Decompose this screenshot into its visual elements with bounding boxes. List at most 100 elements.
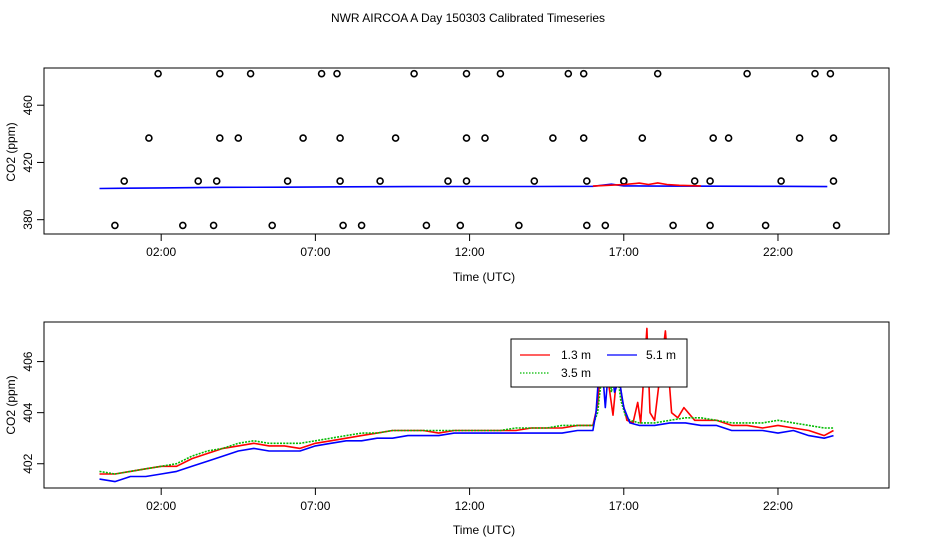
bottom-y-tick-label: 402 [21, 453, 35, 473]
calibration-point [530, 177, 539, 185]
calibration-point [268, 221, 277, 230]
calibration-point [832, 221, 841, 230]
top-x-tick-label: 02:00 [146, 245, 176, 259]
calibration-point [120, 177, 128, 185]
top-series-lines [99, 182, 828, 190]
calibration-point [462, 177, 471, 185]
calibration-point [462, 69, 471, 78]
bottom-series-line-0 [99, 327, 834, 475]
calibration-point [246, 69, 255, 78]
calibration-point [582, 221, 591, 230]
calibration-point [299, 134, 307, 142]
legend: 1.3 m 3.5 m 5.1 m [510, 338, 688, 388]
calibration-point [209, 221, 218, 230]
calibration-point [829, 177, 838, 185]
legend-box [510, 338, 688, 388]
calibration-point [357, 221, 366, 230]
top-x-tick-label: 17:00 [609, 245, 639, 259]
calibration-point [376, 177, 384, 185]
calibration-point [462, 134, 471, 142]
calibration-point [496, 69, 505, 78]
top-series-line-0 [99, 183, 828, 190]
top-panel: 02:00 07:00 12:00 17:00 22:00 380 420 460 Time… [4, 67, 890, 284]
bottom-y-axis-label: CO2 (ppm) [4, 375, 18, 434]
calibration-point [422, 221, 431, 230]
bottom-x-axis: 02:00 07:00 12:00 17:00 22:00 [146, 488, 793, 513]
calibration-point [653, 69, 662, 78]
calibration-point [111, 221, 119, 230]
top-plot-frame [43, 67, 890, 235]
calibration-point [212, 177, 221, 185]
calibration-point [515, 221, 523, 230]
bottom-series-line-1 [99, 337, 834, 475]
bottom-panel: 02:00 07:00 12:00 17:00 22:00 402 404 406 Time… [4, 321, 890, 537]
top-series-line-1 [592, 182, 701, 187]
calibration-point [826, 69, 835, 78]
calibration-point [706, 221, 714, 230]
bottom-y-tick-label: 406 [21, 351, 35, 371]
calibration-point [333, 69, 341, 78]
calibration-point [579, 134, 588, 142]
calibration-point [638, 134, 647, 142]
bottom-x-tick-label: 12:00 [455, 499, 485, 513]
top-x-axis-label: Time (UTC) [453, 270, 515, 284]
calibration-points [111, 69, 841, 230]
calibration-point [811, 69, 819, 78]
legend-label-5-1m: 5.1 m [646, 348, 676, 362]
calibration-point [283, 177, 292, 185]
bottom-plot-frame [43, 321, 890, 489]
calibration-point [317, 69, 326, 78]
calibration-point [549, 134, 557, 142]
calibration-point [444, 177, 452, 185]
legend-label-1-3m: 1.3 m [561, 348, 591, 362]
top-x-axis: 02:00 07:00 12:00 17:00 22:00 [146, 234, 793, 259]
calibration-point [179, 221, 187, 230]
bottom-y-axis: 402 404 406 [21, 351, 44, 474]
calibration-point [564, 69, 573, 78]
bottom-x-tick-label: 17:00 [609, 499, 639, 513]
calibration-point [795, 134, 804, 142]
top-y-tick-label: 460 [21, 95, 35, 115]
top-x-tick-label: 12:00 [455, 245, 485, 259]
calibration-point [579, 69, 588, 78]
calibration-point [601, 221, 610, 230]
calibration-point [709, 134, 718, 142]
calibration-point [706, 177, 714, 185]
calibration-point [829, 134, 838, 142]
calibration-point [761, 221, 770, 230]
calibration-point [619, 177, 628, 185]
calibration-point [582, 177, 591, 185]
calibration-point [194, 177, 202, 185]
calibration-point [777, 177, 785, 185]
calibration-point [154, 69, 162, 78]
calibration-point [145, 134, 153, 142]
bottom-y-tick-label: 404 [21, 402, 35, 422]
calibration-point [456, 221, 465, 230]
top-x-tick-label: 22:00 [763, 245, 793, 259]
calibration-point [234, 134, 243, 142]
bottom-x-tick-label: 07:00 [300, 499, 330, 513]
bottom-x-tick-label: 22:00 [763, 499, 793, 513]
top-x-tick-label: 07:00 [300, 245, 330, 259]
calibration-point [724, 134, 733, 142]
bottom-x-axis-label: Time (UTC) [453, 523, 515, 537]
top-y-tick-label: 380 [21, 209, 35, 229]
top-y-axis-label: CO2 (ppm) [4, 122, 18, 181]
chart-title: NWR AIRCOA A Day 150303 Calibrated Times… [331, 11, 605, 25]
calibration-point [336, 177, 344, 185]
calibration-point [339, 221, 347, 230]
calibration-point [481, 134, 489, 142]
calibration-point [743, 69, 751, 78]
bottom-x-tick-label: 02:00 [146, 499, 176, 513]
calibration-point [391, 134, 400, 142]
calibration-point [410, 69, 418, 78]
calibration-point [216, 69, 224, 78]
top-y-axis: 380 420 460 [21, 95, 44, 230]
calibration-point [336, 134, 344, 142]
calibration-point [216, 134, 224, 142]
bottom-series-line-2 [99, 345, 834, 483]
top-y-tick-label: 420 [21, 152, 35, 172]
legend-label-3-5m: 3.5 m [561, 366, 591, 380]
bottom-series-lines [99, 327, 834, 483]
